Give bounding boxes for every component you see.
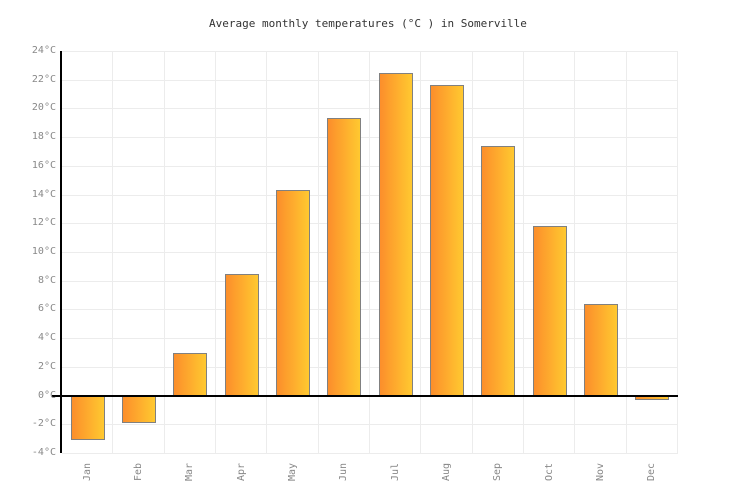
- bar-nov: [584, 303, 618, 396]
- y-tick-label: 8°C: [37, 274, 56, 286]
- x-tick-label-sep: Sep: [492, 462, 504, 482]
- bar-jun: [327, 118, 362, 396]
- y-tick-label: 10°C: [31, 246, 56, 257]
- gridline-horizontal: [62, 137, 678, 139]
- x-tick-label-apr: Apr: [235, 462, 247, 482]
- y-tick-label: 0°C: [37, 389, 56, 401]
- x-tick-label-mar: Mar: [184, 462, 196, 482]
- gridline-vertical: [523, 51, 524, 453]
- bar-sep: [481, 145, 516, 396]
- bar-apr: [224, 273, 259, 396]
- zero-baseline: [52, 394, 678, 397]
- gridline-horizontal: [62, 51, 678, 52]
- y-tick-label: 20°C: [31, 102, 56, 114]
- gridline-horizontal: [62, 108, 678, 110]
- gridline-horizontal: [62, 453, 678, 454]
- gridline-horizontal: [62, 252, 678, 253]
- x-tick-label-jun: Jun: [338, 462, 350, 482]
- gridline-vertical: [266, 51, 268, 453]
- gridline-vertical: [215, 51, 216, 453]
- y-tick-label: 18°C: [31, 131, 56, 143]
- y-tick-label: -2°C: [31, 418, 56, 430]
- gridline-vertical: [574, 51, 576, 453]
- gridline-vertical: [625, 51, 627, 453]
- gridline-horizontal: [62, 280, 678, 282]
- y-tick-label: 16°C: [31, 159, 56, 171]
- x-tick-label-jul: Jul: [389, 462, 401, 482]
- chart-title: Average monthly temperatures (°C ) in So…: [209, 17, 527, 30]
- x-tick-label-feb: Feb: [133, 462, 144, 482]
- gridline-vertical: [677, 51, 678, 453]
- y-tick-label: 14°C: [31, 188, 56, 200]
- gridline-horizontal: [62, 424, 678, 426]
- y-tick-label: 6°C: [37, 303, 56, 315]
- gridline-vertical: [112, 51, 114, 453]
- gridline-vertical: [471, 51, 473, 453]
- y-axis-line: [60, 51, 62, 453]
- bar-jul: [378, 72, 413, 396]
- gridline-horizontal: [62, 194, 678, 196]
- bar-mar: [173, 352, 208, 396]
- gridline-horizontal: [62, 338, 678, 340]
- bar-may: [276, 190, 310, 396]
- y-tick-label: -4°C: [31, 447, 56, 458]
- gridline-vertical: [369, 51, 370, 453]
- x-tick-label-may: May: [287, 462, 298, 482]
- gridline-horizontal: [62, 309, 678, 311]
- bar-oct: [532, 226, 567, 396]
- y-tick-label: 22°C: [31, 73, 56, 85]
- gridline-horizontal: [62, 223, 678, 225]
- y-tick-label: 4°C: [37, 332, 56, 344]
- gridline-vertical: [317, 51, 319, 453]
- x-tick-label-nov: Nov: [595, 462, 606, 482]
- bar-feb: [122, 395, 156, 423]
- y-tick-label: 2°C: [37, 360, 56, 372]
- bar-aug: [430, 85, 464, 396]
- x-tick-label-jan: Jan: [81, 462, 93, 482]
- gridline-vertical: [163, 51, 165, 453]
- plot-area: [52, 51, 678, 454]
- gridline-vertical: [420, 51, 422, 453]
- y-tick-label: 24°C: [31, 45, 56, 56]
- x-tick-label-dec: Dec: [646, 462, 658, 482]
- gridline-horizontal: [62, 165, 678, 167]
- x-tick-label-oct: Oct: [543, 462, 555, 482]
- x-tick-label-aug: Aug: [441, 462, 452, 482]
- gridline-horizontal: [62, 79, 678, 81]
- gridline-horizontal: [62, 366, 678, 368]
- y-tick-label: 12°C: [31, 217, 56, 229]
- bar-jan: [70, 395, 105, 441]
